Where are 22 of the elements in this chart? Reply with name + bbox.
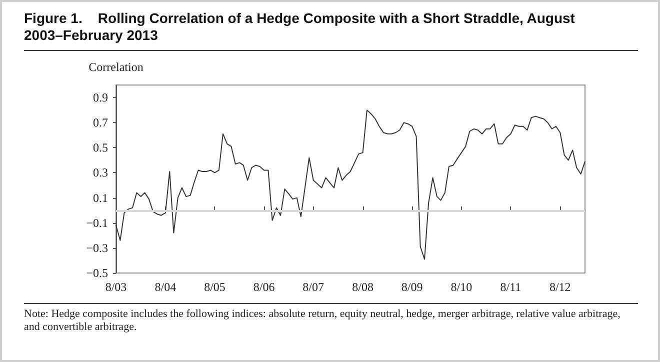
- y-tick-label: −0.5: [86, 266, 108, 280]
- x-tick-label: 8/11: [500, 280, 522, 294]
- x-tick-label: 8/07: [302, 280, 324, 294]
- x-tick-label: 8/05: [204, 280, 226, 294]
- y-tick-label: 0.3: [93, 166, 108, 180]
- x-tick-label: 8/04: [154, 280, 176, 294]
- line-series: [116, 110, 586, 260]
- x-tick-label: 8/06: [253, 280, 275, 294]
- x-tick-label: 8/03: [105, 280, 127, 294]
- x-tick-label: 8/08: [352, 280, 374, 294]
- chart-title: Figure 1. Rolling Correlation of a Hedge Composite with a Short Straddle, August 2003–February 2013: [24, 10, 576, 44]
- y-tick-label: −0.1: [86, 216, 108, 230]
- y-tick-label: 0.7: [93, 116, 108, 130]
- y-tick-label: 0.1: [93, 190, 108, 205]
- y-axis-title: Correlation: [88, 60, 144, 74]
- x-tick-label: 8/09: [401, 280, 423, 294]
- text: Note: Hedge composite includes the following indices: absolute return, equity neutral, hedge, merger arbitrage, relative value arbitrage, and convertible arbitrage.: [24, 308, 622, 334]
- y-tick-label: −0.3: [86, 240, 108, 255]
- y-tick-label: 0.9: [93, 90, 108, 105]
- x-tick-label: 8/12: [549, 280, 571, 294]
- x-tick-label: 8/10: [450, 280, 472, 294]
- y-tick-label: 0.5: [93, 140, 108, 155]
